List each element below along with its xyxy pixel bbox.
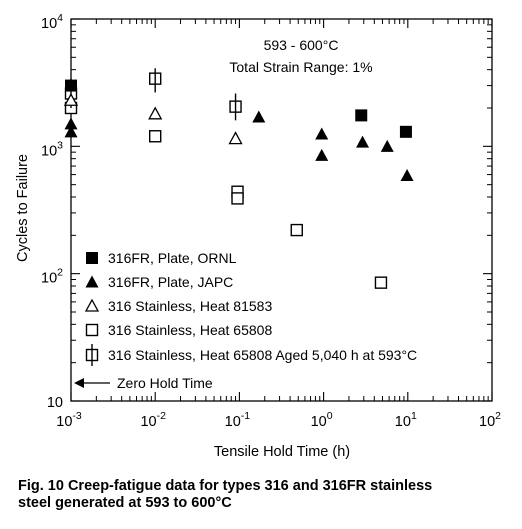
legend-label: 316 Stainless, Heat 65808 Aged 5,040 h a… — [108, 347, 417, 363]
legend-marker-filled-square — [86, 252, 98, 264]
data-marks — [63, 68, 414, 289]
data-point-filled-triangle — [315, 127, 329, 140]
y-tick-label: 103 — [41, 139, 63, 159]
legend-marker-open-square — [85, 323, 99, 337]
data-point-filled-triangle — [64, 117, 78, 130]
legend-label: 316FR, Plate, JAPC — [108, 274, 233, 290]
creep-fatigue-chart: 10-3 10-2 10-1 100 101 102 10 102 103 104 316FR, … — [15, 12, 501, 460]
legend-label: 316FR, Plate, ORNL — [108, 250, 237, 266]
caption-line-1: Fig. 10 Creep-fatigue data for types 316… — [18, 478, 433, 494]
x-axis-title: Tensile Hold Time (h) — [214, 444, 350, 460]
annotation-temperature: 593 - 600°C — [264, 37, 339, 53]
annotation-strain-range: Total Strain Range: 1% — [229, 59, 372, 75]
data-point-open-triangle — [63, 92, 79, 106]
data-point-filled-triangle — [252, 110, 266, 123]
y-tick-label: 102 — [41, 267, 63, 287]
data-point-open-square — [231, 192, 244, 205]
data-point-filled-triangle — [64, 125, 78, 138]
x-tick-label: 10-3 — [56, 410, 82, 430]
y-tick-label: 10 — [47, 395, 63, 411]
plot-frame — [70, 18, 493, 402]
x-tick-label: 10-2 — [140, 410, 166, 430]
data-point-filled-triangle — [315, 148, 329, 161]
x-tick-label: 100 — [311, 410, 333, 430]
data-point-filled-square — [399, 125, 412, 138]
zero-hold-annotation: Zero Hold Time — [74, 375, 213, 391]
data-point-filled-square — [355, 109, 368, 122]
data-point-open-triangle — [228, 131, 243, 145]
legend-label: 316 Stainless, Heat 81583 — [108, 298, 272, 314]
data-point-filled-triangle — [380, 139, 394, 152]
legend: 316FR, Plate, ORNL 316FR, Plate, JAPC 316 … — [84, 250, 417, 366]
data-point-filled-triangle — [356, 135, 370, 148]
y-tick-label: 104 — [41, 12, 63, 32]
caption-line-2: steel generated at 593 to 600°C — [18, 495, 232, 511]
zero-hold-arrowhead — [74, 378, 84, 388]
figure-caption: Fig. 10 Creep-fatigue data for types 316… — [18, 478, 518, 512]
data-point-filled-triangle — [400, 169, 414, 182]
plot-axes: 10-3 10-2 10-1 100 101 102 10 102 103 104 — [41, 12, 501, 430]
zero-hold-label: Zero Hold Time — [117, 375, 213, 391]
legend-label: 316 Stainless, Heat 65808 — [108, 322, 272, 338]
legend-marker-open-triangle — [84, 298, 100, 312]
legend-marker-filled-triangle — [85, 275, 99, 288]
data-point-open-triangle — [148, 106, 163, 120]
data-point-filled-square — [65, 79, 77, 92]
x-tick-label: 102 — [479, 410, 501, 430]
y-axis-title: Cycles to Failure — [15, 154, 31, 262]
x-tick-label: 10-1 — [225, 410, 251, 430]
data-point-open-square — [374, 276, 388, 289]
x-tick-label: 101 — [395, 410, 417, 430]
data-point-open-square — [148, 130, 162, 143]
data-point-open-square — [290, 223, 303, 237]
